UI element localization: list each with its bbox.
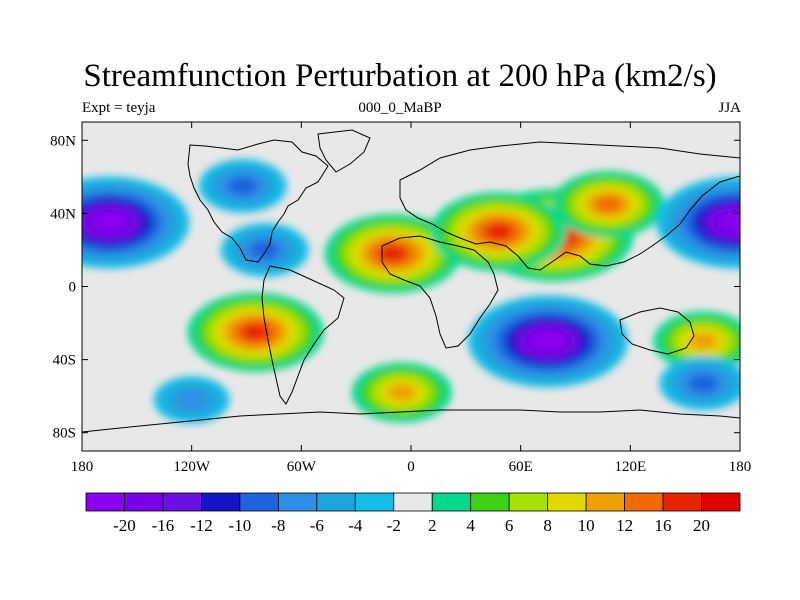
x-tick-label: 120W xyxy=(173,459,211,475)
colorbar: -20 -16 -12 -10 -8 -6 -4 -2 2 4 6 8 10 12 16 20 xyxy=(85,492,741,535)
colorbar-label: 4 xyxy=(466,516,475,535)
colorbar-label: -6 xyxy=(310,516,324,535)
contour-blob-12-2 xyxy=(175,389,208,410)
colorbar-label: 16 xyxy=(655,516,672,535)
colorbar-label: 20 xyxy=(693,516,710,535)
colorbar-label: -2 xyxy=(387,516,401,535)
y-tick-label: 40N xyxy=(50,206,76,222)
y-tick-label: 0 xyxy=(69,280,77,296)
x-tick-label: 180 xyxy=(729,459,752,475)
y-tick-label: 80N xyxy=(50,133,76,149)
eurasia-outline xyxy=(399,141,740,271)
colorbar-swatch xyxy=(470,492,510,512)
chart-title: Streamfunction Perturbation at 200 hPa (… xyxy=(83,58,717,94)
contour-blob-2-6 xyxy=(485,223,513,240)
australia-outline xyxy=(619,307,695,355)
season-label: JJA xyxy=(718,100,741,116)
greenland-outline xyxy=(317,129,371,173)
colorbar-label: 12 xyxy=(616,516,633,535)
contour-blob-7-7 xyxy=(95,214,124,231)
colorbar-swatch xyxy=(662,492,702,512)
contour-blob-6-4 xyxy=(689,333,718,350)
x-tick-label: 180 xyxy=(71,459,94,475)
colorbar-label: 10 xyxy=(578,516,595,535)
y-tick-label: 80S xyxy=(53,426,76,442)
x-tick-label: 0 xyxy=(407,459,415,475)
contour-blob-11-3 xyxy=(250,241,280,259)
africa-outline xyxy=(381,235,499,349)
colorbar-label: 2 xyxy=(428,516,437,535)
contour-blob-4-6 xyxy=(242,324,270,341)
contour-blob-8-7 xyxy=(722,214,740,231)
colorbar-label: -10 xyxy=(229,516,252,535)
axis-ticks: 180 120W 60W 0 60E 120E 180 80N 40N 0 40S 80S xyxy=(50,122,751,475)
experiment-label: Expt = teyja xyxy=(82,100,156,116)
colorbar-swatch xyxy=(124,492,164,512)
period-label: 000_0_MaBP xyxy=(358,100,442,116)
colorbar-swatch xyxy=(354,492,395,512)
contour-blob-1-6 xyxy=(379,245,407,262)
x-tick-label: 120E xyxy=(614,459,646,475)
colorbar-swatch xyxy=(585,492,625,512)
colorbar-label: -16 xyxy=(152,516,175,535)
colorbar-swatch xyxy=(201,492,241,512)
contour-blob-13-3 xyxy=(688,374,719,393)
colorbar-swatch xyxy=(277,492,318,512)
colorbar-swatch xyxy=(624,492,664,512)
colorbar-label: 8 xyxy=(543,516,552,535)
antarctica-outline xyxy=(82,409,740,433)
colorbar-label: -12 xyxy=(190,516,213,535)
colorbar-label: -4 xyxy=(348,516,363,535)
north-america-outline xyxy=(187,139,329,263)
x-tick-label: 60E xyxy=(509,459,533,475)
contour-blob-10-3 xyxy=(228,177,258,195)
contour-blob-3-5 xyxy=(595,196,622,212)
colorbar-swatch xyxy=(431,492,472,512)
coastlines xyxy=(82,129,740,433)
x-tick-label: 60W xyxy=(287,459,317,475)
colorbar-swatch xyxy=(393,492,433,512)
colorbar-swatch xyxy=(239,492,279,512)
contour-blob-9-7 xyxy=(533,333,563,350)
contour-blob-5-4 xyxy=(388,384,416,401)
y-tick-label: 40S xyxy=(53,353,76,369)
colorbar-swatch xyxy=(547,492,587,512)
colorbar-swatch xyxy=(508,492,549,512)
colorbar-swatch xyxy=(162,492,202,512)
colorbar-swatch xyxy=(701,492,741,512)
colorbar-swatch xyxy=(316,492,356,512)
colorbar-label: -8 xyxy=(271,516,285,535)
south-america-outline xyxy=(261,265,345,405)
colorbar-label: -20 xyxy=(113,516,136,535)
colorbar-swatch xyxy=(85,492,125,512)
colorbar-label: 6 xyxy=(505,516,514,535)
